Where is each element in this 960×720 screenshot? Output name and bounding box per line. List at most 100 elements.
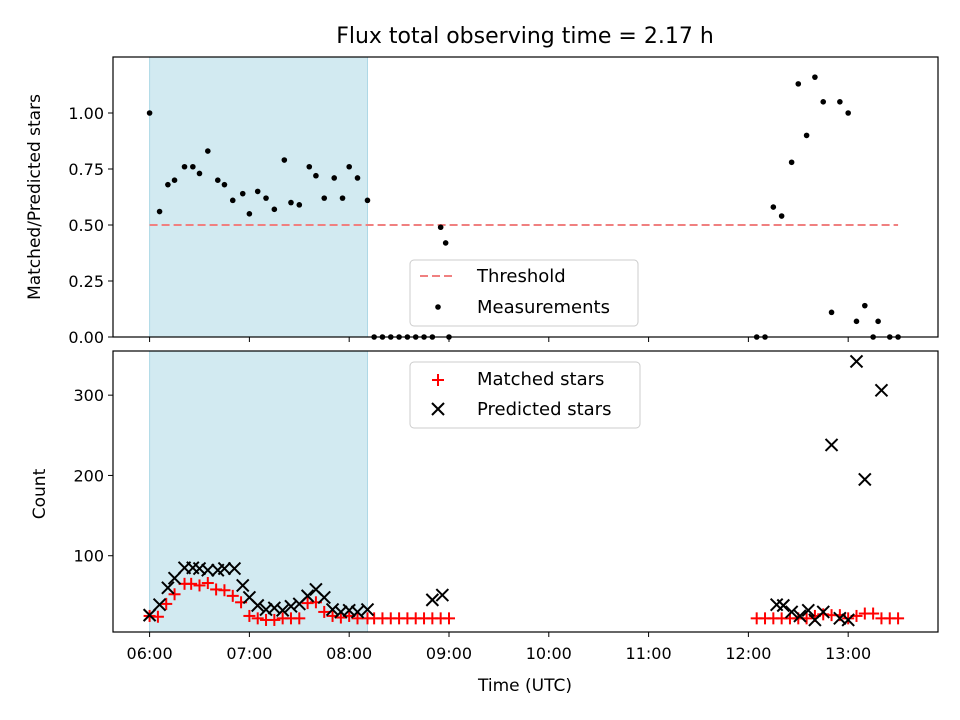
matched-star-point — [442, 612, 455, 625]
measurement-point — [364, 197, 371, 204]
predicted-star-point — [267, 601, 282, 615]
predicted-star-point — [227, 561, 242, 576]
shaded-interval-band — [149, 350, 368, 633]
matched-star-point — [334, 611, 347, 624]
measurement-point — [296, 202, 303, 208]
matched-star-point — [218, 584, 231, 597]
predicted-star-point — [350, 605, 365, 619]
measurement-point — [221, 181, 228, 188]
measurement-point — [229, 197, 236, 204]
predicted-star-point — [874, 383, 889, 398]
top-legend: Threshold Measurements — [409, 259, 639, 327]
measurement-point — [288, 199, 294, 206]
measurement-point — [214, 177, 221, 183]
measurement-point — [437, 224, 444, 231]
predicted-marker-b — [284, 599, 298, 614]
x-tick-label: 10:00 — [526, 644, 572, 663]
figure-title: Flux total observing time = 2.17 h — [336, 24, 714, 49]
predicted-stars-series — [142, 354, 889, 627]
measurement-point — [165, 181, 171, 188]
y-tick-label: 0.75 — [68, 160, 104, 179]
predicted-star-point — [801, 603, 815, 618]
predicted-star-point — [325, 602, 340, 617]
predicted-marker-b — [874, 383, 889, 398]
measurement-point — [313, 172, 319, 179]
predicted-star-point — [360, 602, 375, 617]
measurement-point — [788, 159, 795, 166]
predicted-marker-b — [801, 603, 815, 618]
matched-legend-marker — [432, 374, 444, 386]
predicted-star-point — [784, 605, 799, 619]
measurement-point — [196, 170, 203, 177]
bottom-shaded-interval — [149, 350, 368, 633]
predicted-marker-b — [325, 602, 340, 617]
predicted-star-point — [816, 605, 830, 619]
x-tick-label: 07:00 — [226, 644, 272, 663]
y-tick-label: 200 — [73, 466, 104, 485]
predicted-marker-b — [161, 581, 175, 595]
measurement-point — [795, 81, 802, 87]
predicted-star-point — [317, 590, 331, 605]
matched-star-point — [268, 613, 281, 626]
measurement-point — [837, 99, 843, 105]
predicted-marker-b — [167, 571, 182, 585]
top-y-axis-label: Matched/Predicted stars — [25, 94, 45, 300]
predicted-marker-b — [776, 598, 791, 613]
matched-star-point — [293, 612, 306, 625]
x-tick-label: 06:00 — [127, 644, 173, 663]
measurement-point — [171, 177, 178, 183]
measurement-point — [820, 99, 827, 105]
predicted-star-point — [284, 599, 298, 614]
measurement-point — [271, 206, 278, 213]
predicted-marker-b — [816, 605, 830, 619]
predicted-marker-b — [201, 563, 215, 577]
bottom-panel: 06:00 07:00 08:00 09:00 10:00 11:00 12:00 13:00… — [30, 350, 939, 696]
measurement-point — [146, 110, 153, 116]
measurement-point — [246, 211, 253, 217]
predicted-star-point — [275, 603, 290, 618]
measurement-point — [263, 195, 269, 201]
measurement-point — [442, 240, 449, 246]
measurement-point — [845, 110, 851, 116]
measurement-point — [339, 195, 346, 201]
predicted-marker-b — [350, 605, 365, 619]
predicted-marker-b — [435, 588, 450, 602]
y-tick-label: 1.00 — [68, 104, 104, 123]
top-axes-frame — [112, 56, 939, 338]
predicted-marker-b — [152, 597, 167, 612]
predicted-marker-b — [309, 582, 323, 597]
top-x-ticks — [149, 337, 849, 342]
predicted-marker-b — [275, 603, 290, 618]
matched-star-point — [201, 577, 214, 590]
predicted-star-point — [217, 561, 232, 576]
top-shaded-interval — [149, 56, 368, 338]
matched-star-point — [185, 577, 198, 590]
x-axis-label: Time (UTC) — [477, 676, 572, 696]
top-y-ticks: 0.00 0.25 0.50 0.75 1.00 — [68, 104, 113, 347]
measurement-point — [156, 208, 163, 215]
measurement-point — [181, 163, 188, 170]
x-tick-label: 12:00 — [725, 644, 771, 663]
top-legend-box — [409, 259, 639, 327]
bottom-x-ticks: 06:00 07:00 08:00 09:00 10:00 11:00 12:00 13:00 — [127, 632, 871, 663]
y-tick-label: 300 — [73, 386, 104, 405]
measurement-point — [770, 204, 777, 210]
measurement-point — [862, 302, 868, 309]
measurement-point — [306, 163, 313, 170]
y-tick-label: 100 — [73, 547, 104, 566]
x-tick-label: 09:00 — [426, 644, 472, 663]
bottom-y-ticks: 100 200 300 — [73, 386, 113, 566]
predicted-star-point — [167, 571, 182, 585]
matched-star-point — [168, 588, 181, 601]
predicted-marker-b — [849, 354, 864, 369]
predicted-star-point — [776, 598, 791, 613]
measurement-point — [875, 318, 881, 325]
y-tick-label: 0.25 — [68, 272, 104, 291]
predicted-star-point — [236, 578, 250, 593]
predicted-star-point — [251, 598, 265, 613]
measurement-point — [812, 74, 818, 80]
predicted-marker-b — [300, 589, 315, 603]
predicted-star-point — [793, 609, 807, 623]
predicted-marker-b — [186, 561, 200, 575]
measurement-point — [254, 188, 261, 195]
